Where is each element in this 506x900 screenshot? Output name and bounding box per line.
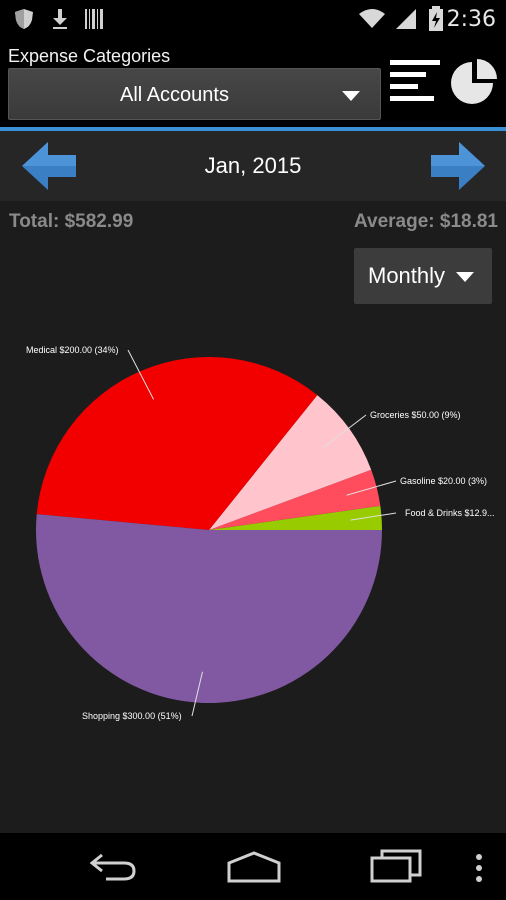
slice-label: Medical $200.00 (34%) — [26, 345, 119, 355]
action-bar: Expense Categories All Accounts — [0, 38, 506, 127]
pie-slice[interactable] — [36, 357, 318, 530]
arrow-right-icon[interactable] — [429, 140, 487, 192]
slice-label: Gasoline $20.00 (3%) — [400, 476, 487, 486]
pie-slice[interactable] — [209, 395, 372, 530]
slice-label: Shopping $300.00 (51%) — [82, 711, 182, 721]
page-title: Expense Categories — [8, 46, 171, 66]
account-selector[interactable]: All Accounts — [8, 68, 381, 120]
list-view-icon[interactable] — [388, 58, 442, 106]
shield-icon — [15, 9, 33, 29]
recents-icon[interactable] — [370, 849, 422, 883]
wifi-icon — [359, 9, 385, 28]
back-icon[interactable] — [88, 851, 138, 883]
slice-leader-line — [350, 512, 397, 521]
interval-selector-label: Monthly — [368, 263, 446, 288]
chevron-down-icon — [456, 272, 474, 282]
pie-slice[interactable] — [209, 469, 381, 530]
divider — [0, 127, 506, 131]
clock: 2:36 — [446, 7, 496, 32]
system-nav-bar — [0, 833, 506, 900]
period-label: Jan, 2015 — [204, 153, 302, 178]
barcode-icon — [85, 9, 103, 29]
signal-icon — [396, 9, 416, 29]
average-amount: Average: $18.81 — [353, 211, 498, 232]
pie-slice[interactable] — [35, 514, 382, 703]
pie-slice[interactable] — [209, 505, 382, 530]
total-amount: Total: $582.99 — [9, 211, 134, 232]
account-selector-label: All Accounts — [120, 84, 229, 106]
slice-leader-line — [346, 480, 397, 496]
slice-label: Groceries $50.00 (9%) — [370, 410, 461, 420]
period-nav: Jan, 2015 — [0, 131, 506, 201]
pie-chart-icon[interactable] — [450, 58, 500, 108]
status-bar: 2:36 — [0, 0, 506, 38]
interval-selector[interactable]: Monthly — [354, 248, 492, 304]
slice-leader-line — [323, 414, 367, 448]
home-icon[interactable] — [226, 851, 282, 883]
chevron-down-icon — [342, 91, 360, 101]
slice-leader-line — [191, 671, 203, 717]
overflow-menu-icon[interactable] — [474, 853, 484, 883]
slice-leader-line — [127, 349, 155, 400]
slice-label: Food & Drinks $12.9... — [405, 508, 495, 518]
download-icon — [53, 9, 67, 29]
battery-icon — [429, 6, 443, 31]
arrow-left-icon[interactable] — [20, 140, 78, 192]
expense-pie-chart: Food & Drinks $12.9... Gasoline $20.00 (3… — [26, 345, 495, 721]
